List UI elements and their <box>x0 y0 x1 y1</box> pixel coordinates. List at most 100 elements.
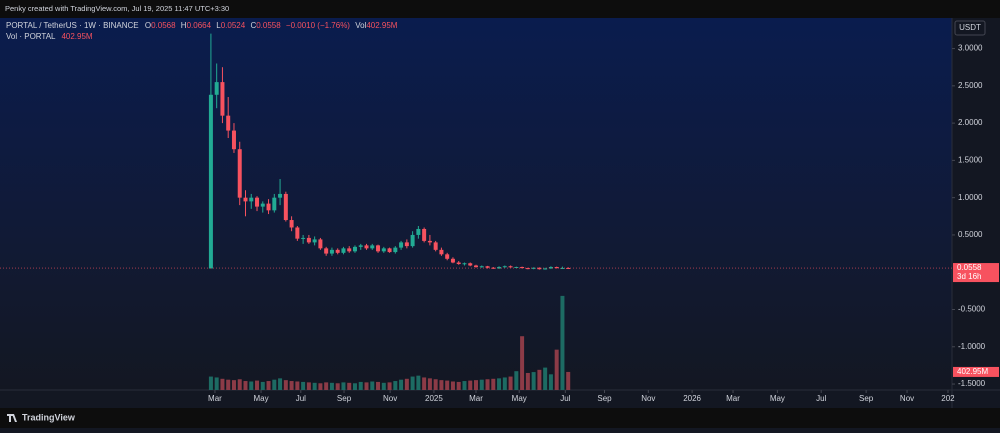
candle-body <box>231 130 236 150</box>
volume-bar <box>329 382 334 390</box>
candle-body <box>497 266 502 269</box>
volume-bar <box>231 380 236 390</box>
y-tick-label: 1.0000 <box>958 193 983 202</box>
volume-bar <box>445 380 450 390</box>
x-tick-label: Mar <box>469 394 483 403</box>
price-axis <box>952 18 1000 408</box>
brand: TradingView <box>22 412 76 422</box>
vol-title: Vol · PORTAL <box>6 32 56 41</box>
volume-bar <box>335 383 340 390</box>
volume-bar <box>381 382 386 390</box>
candle-body <box>566 267 571 269</box>
volume-bar <box>560 295 565 390</box>
x-tick-label: May <box>770 394 785 403</box>
x-tick-label: Jul <box>816 394 826 403</box>
volume-bar <box>427 378 432 390</box>
bottom-bar <box>0 408 1000 428</box>
candle-body <box>266 203 271 211</box>
y-tick-label: -0.5000 <box>958 305 986 314</box>
candle-body <box>502 266 507 268</box>
ohlc-letter: O <box>145 21 151 30</box>
candle-body <box>370 245 375 249</box>
volume-bar <box>237 379 242 390</box>
candle-body <box>393 247 398 253</box>
y-tick-label: -1.5000 <box>958 379 986 388</box>
candle-body <box>364 245 369 249</box>
volume-bar <box>289 381 294 390</box>
candle-body <box>347 248 352 252</box>
candle-body <box>491 267 496 269</box>
change: −0.0010 (−1.76%) <box>286 21 350 30</box>
price-tag-label: 0.0558 <box>957 263 982 272</box>
volume-bar <box>243 381 248 390</box>
ohlc-letter: H <box>181 21 187 30</box>
credit: Penky created with TradingView.com, Jul … <box>5 4 229 13</box>
price-tag <box>953 263 999 283</box>
volume-bar <box>456 381 461 390</box>
candle-body <box>554 266 559 269</box>
volume-bar <box>226 379 231 390</box>
high-value: 0.0664 <box>187 21 212 30</box>
candle-body <box>376 245 381 252</box>
candle-body <box>226 115 231 131</box>
candle-body <box>329 249 334 254</box>
y-tick-label: 2.0000 <box>958 118 983 127</box>
x-tick-label: Sep <box>597 394 612 403</box>
y-tick-label: 3.0000 <box>958 44 983 53</box>
low-value: 0.0524 <box>221 21 246 30</box>
close-value: 0.0558 <box>256 21 281 30</box>
candle-body <box>525 268 530 270</box>
ohlc-letter: L <box>216 21 221 30</box>
candle-body <box>468 263 473 266</box>
candle-body <box>445 254 450 259</box>
volume-bar <box>312 382 317 390</box>
volume-bar <box>214 377 219 390</box>
vol-value: 402.95M <box>366 21 397 30</box>
volume-bar <box>410 376 415 390</box>
candle-body <box>289 220 294 228</box>
plot-area <box>0 18 952 390</box>
candle-body <box>358 245 363 247</box>
volume-bar <box>404 378 409 390</box>
candle-body <box>237 149 242 198</box>
x-tick-label: 2026 <box>683 394 701 403</box>
y-tick-label: 1.5000 <box>958 155 983 164</box>
volume-bar <box>462 381 467 390</box>
x-tick-label: May <box>253 394 268 403</box>
volume-bar <box>422 377 427 390</box>
brand-logo <box>7 414 17 422</box>
candle-body <box>243 197 248 202</box>
volume-bar <box>249 381 254 390</box>
candle-body <box>508 266 513 268</box>
y-tick-label: 0.5000 <box>958 230 983 239</box>
volume-bar <box>554 349 559 390</box>
candle-body <box>255 197 260 207</box>
vol-value: 402.95M <box>61 32 92 41</box>
volume-bar <box>352 383 357 390</box>
candle-body <box>479 266 484 268</box>
volume-bar <box>220 378 225 390</box>
candle-body <box>531 267 536 269</box>
volume-tag-label: 402.95M <box>957 367 988 376</box>
volume-bar <box>295 381 300 390</box>
volume-bar <box>301 381 306 390</box>
volume-legend: Vol · PORTAL 402.95M <box>6 32 93 41</box>
volume-bar <box>531 372 536 390</box>
volume-bar <box>318 383 323 390</box>
x-tick-label: Jul <box>560 394 570 403</box>
volume-bar <box>491 378 496 390</box>
volume-bar <box>278 378 283 390</box>
candle-body <box>301 237 306 239</box>
candle-body <box>427 240 432 243</box>
candle-body <box>335 249 340 253</box>
x-tick-label: Mar <box>208 394 222 403</box>
volume-bar <box>324 382 329 390</box>
volume-bar <box>537 369 542 390</box>
candle-body <box>485 266 490 268</box>
volume-bar <box>364 382 369 390</box>
candle-body <box>324 248 329 254</box>
candle-body <box>560 267 565 269</box>
y-tick-label: -1.0000 <box>958 342 986 351</box>
